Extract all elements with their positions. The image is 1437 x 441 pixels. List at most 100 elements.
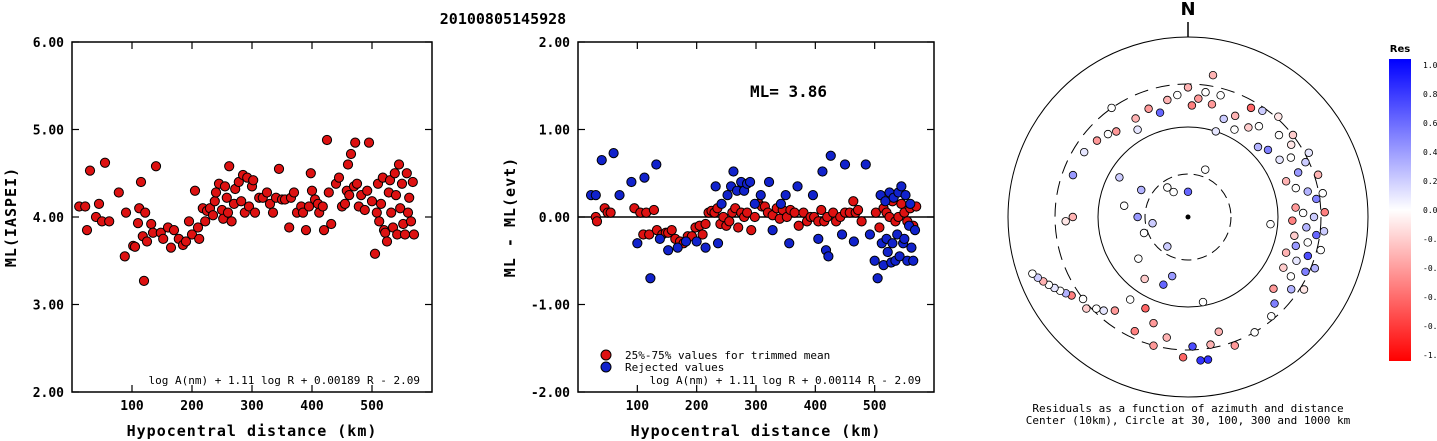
left-point-series-0 [189, 185, 201, 196]
left-point-series-0 [141, 236, 153, 247]
left-point-series-0 [390, 190, 402, 201]
middle-point-series-1 [792, 181, 803, 192]
left-point-series-0 [381, 236, 393, 247]
middle-panel: -2.00 -1.00 0.00 1.00 2.00 100 200 300 400 500 M… [501, 36, 935, 440]
left-point-series-0 [369, 248, 381, 259]
polar-residual-point [1304, 148, 1313, 157]
left-x-ticks: 100 200 300 400 500 [120, 42, 384, 414]
left-point-series-0 [180, 236, 192, 247]
middle-point-series-1 [817, 166, 828, 177]
left-point-series-0 [321, 134, 333, 146]
left-point-series-0 [221, 192, 232, 203]
polar-residual-point [1208, 70, 1218, 80]
colorbar-tick-label: -0.6 [1423, 293, 1437, 302]
middle-point-series-1 [767, 225, 778, 236]
middle-y-tick-label: 0.00 [539, 211, 570, 226]
middle-point-series-0 [874, 222, 885, 233]
middle-x-tick-label: 200 [685, 399, 709, 414]
legend-label-trimmed: 25%-75% values for trimmed mean [625, 349, 830, 362]
left-panel: 2.00 3.00 4.00 5.00 6.00 100 200 300 400 500 ML(… [2, 36, 433, 440]
polar-residual-point [1092, 136, 1102, 145]
polar-residual-point [1286, 153, 1296, 162]
middle-y-tick-label: -2.00 [531, 386, 570, 401]
left-point-series-0 [267, 207, 279, 218]
polar-residual-point [1298, 208, 1308, 218]
left-point-series-0 [210, 187, 222, 198]
polar-residual-point [1299, 285, 1309, 294]
polar-residual-point [1134, 254, 1143, 263]
middle-point-series-1 [608, 148, 619, 159]
left-point-series-0 [396, 178, 408, 189]
polar-residual-point [1078, 294, 1088, 304]
polar-residual-point [1287, 285, 1296, 294]
middle-formula: log A(nm) + 1.11 log R + 0.00114 R - 2.0… [649, 374, 921, 387]
left-point-series-0 [366, 196, 378, 207]
middle-point-series-1 [839, 159, 851, 170]
polar-residual-point [1139, 228, 1149, 238]
middle-point-series-1 [900, 190, 911, 201]
middle-point-series-1 [596, 155, 607, 166]
left-point-series-0 [318, 225, 330, 236]
colorbar-tick-label: 0.8 [1423, 90, 1437, 99]
polar-residual-point [1292, 256, 1301, 266]
polar-residual-point [1301, 158, 1310, 167]
left-point-series-0 [129, 241, 141, 252]
middle-point-series-1 [663, 245, 674, 256]
polar-residual-point [1291, 183, 1300, 193]
middle-point-series-0 [870, 207, 881, 218]
polar-residual-point [1230, 111, 1240, 121]
polar-residual-point [1274, 112, 1283, 121]
polar-residual-point [1155, 108, 1165, 117]
left-point-series-0 [393, 159, 405, 170]
middle-point-series-0 [848, 196, 859, 207]
left-point-series-0 [407, 176, 418, 188]
middle-point-series-1 [651, 159, 662, 170]
middle-point-series-1 [894, 251, 905, 262]
polar-residual-point [1253, 142, 1263, 152]
polar-residual-point [1281, 177, 1291, 186]
polar-residual-point [1183, 187, 1193, 196]
middle-point-series-0 [793, 220, 804, 231]
middle-point-series-0 [746, 225, 757, 236]
middle-point-series-1 [823, 251, 834, 262]
polar-residual-point [1068, 170, 1078, 180]
left-point-series-0 [93, 198, 105, 209]
left-point-series-0 [138, 275, 150, 286]
polar-residual-point [1319, 227, 1329, 236]
polar-residual-point [1133, 212, 1142, 222]
middle-point-series-1 [836, 229, 848, 240]
polar-residual-point [1269, 284, 1278, 293]
middle-point-series-1 [813, 233, 824, 244]
left-point-series-0 [273, 163, 285, 174]
polar-residual-point [1196, 356, 1205, 365]
polar-residual-point [1219, 114, 1228, 124]
polar-residual-point [1079, 147, 1089, 157]
middle-point-series-1 [672, 242, 683, 253]
colorbar-tick-label: -0.2 [1423, 235, 1437, 244]
middle-point-series-1 [864, 229, 876, 240]
colorbar-ticks: 1.0 0.8 0.6 0.4 0.2 0.0 -0.2 -0.4 -0.6 -0.8 -1.0 [1423, 61, 1437, 360]
middle-x-tick-label: 500 [863, 399, 887, 414]
left-point-series-0 [306, 185, 318, 196]
left-point-series-0 [374, 216, 385, 227]
colorbar: Res 1.0 0.8 0.6 0.4 0.2 0.0 -0.2 -0.4 -0.6 -0.8 -1… [1389, 44, 1437, 361]
middle-point-series-1 [905, 198, 916, 209]
left-point-series-0 [404, 192, 415, 203]
colorbar-tick-label: 1.0 [1423, 61, 1437, 70]
left-point-series-0 [264, 198, 276, 209]
polar-residual-point [1312, 194, 1321, 204]
left-y-tick-label: 6.00 [33, 36, 64, 51]
left-point-series-0 [168, 225, 180, 236]
middle-y-tick-label: -1.00 [531, 299, 570, 314]
polar-residual-point [1178, 353, 1188, 362]
epicenter-marker [1185, 214, 1191, 220]
left-point-series-0 [386, 207, 397, 218]
polar-residual-point [1130, 326, 1139, 336]
left-point-series-0 [192, 222, 204, 233]
middle-point-series-1 [590, 190, 601, 201]
left-point-series-0 [243, 201, 255, 212]
legend-marker-trimmed [600, 349, 612, 361]
middle-point-series-0 [648, 204, 660, 216]
left-point-series-0 [236, 196, 247, 207]
polar-residual-point [1028, 269, 1037, 278]
